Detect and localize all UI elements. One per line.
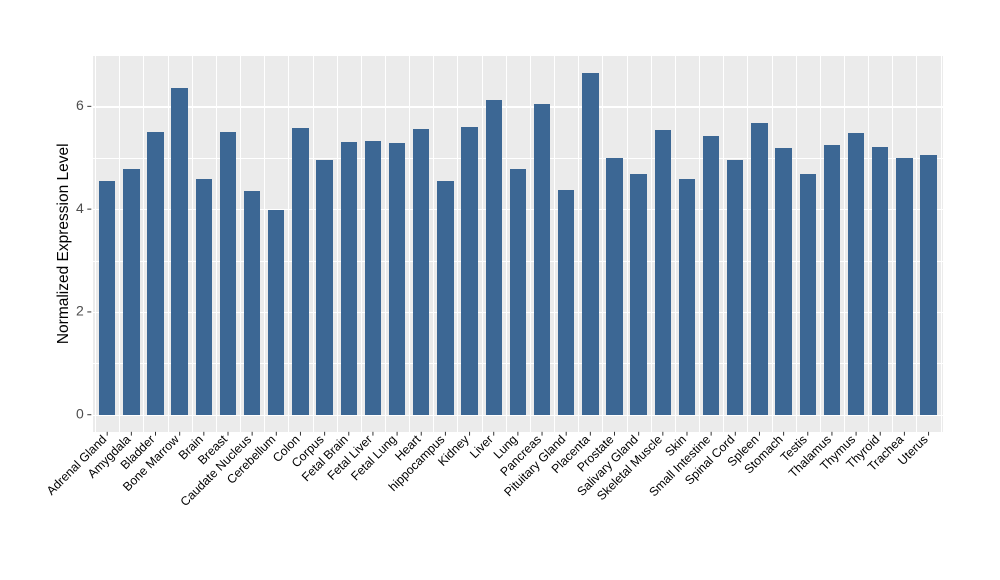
svg-text:4: 4 <box>76 200 84 216</box>
svg-text:6: 6 <box>76 97 84 113</box>
svg-text:2: 2 <box>76 303 84 319</box>
svg-text:0: 0 <box>76 405 84 421</box>
svg-text:Normalized Expression Level: Normalized Expression Level <box>55 143 72 344</box>
svg-text:Liver: Liver <box>467 432 496 461</box>
